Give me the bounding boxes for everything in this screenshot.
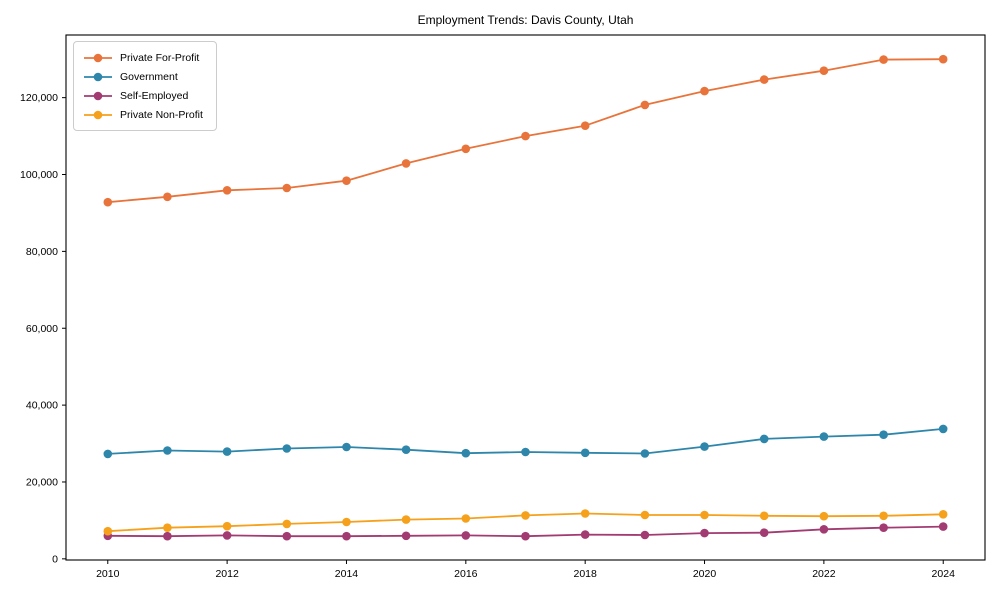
legend-label: Government (120, 70, 178, 83)
data-point-self-employed-2024 (938, 522, 948, 531)
legend-marker-icon (84, 53, 112, 62)
data-point-government-2024 (938, 424, 948, 434)
data-point-self-employed-2020 (700, 528, 709, 538)
data-point-private-for-profit-2021 (759, 75, 769, 84)
data-point-government-2019 (640, 449, 650, 458)
data-point-private-for-profit-2010 (103, 197, 113, 207)
data-point-private-for-profit-2011 (163, 192, 172, 202)
data-point-self-employed-2019 (640, 530, 650, 540)
data-point-self-employed-2021 (759, 528, 769, 537)
y-tick-label: 120,000 (20, 92, 58, 104)
y-tick-label: 80,000 (26, 246, 58, 258)
data-point-private-non-profit-2016 (461, 514, 471, 523)
data-point-private-non-profit-2022 (819, 511, 829, 521)
data-point-private-for-profit-2017 (521, 131, 530, 141)
data-point-private-for-profit-2023 (879, 55, 888, 64)
data-point-government-2017 (521, 447, 530, 457)
legend-item-private-for-profit: Private For-Profit (83, 48, 207, 67)
data-point-government-2018 (580, 448, 590, 458)
data-point-self-employed-2022 (819, 525, 829, 534)
legend-item-government: Government (83, 67, 207, 86)
x-tick-label: 2020 (693, 568, 717, 580)
data-point-government-2015 (401, 445, 411, 455)
y-tick-label: 40,000 (26, 400, 58, 412)
data-point-government-2023 (879, 430, 888, 440)
x-tick-label: 2010 (96, 568, 120, 580)
x-tick-label: 2016 (454, 568, 478, 580)
data-point-private-non-profit-2010 (103, 526, 113, 536)
y-tick-label: 0 (52, 553, 58, 565)
legend-label: Private Non-Profit (120, 108, 203, 121)
data-point-private-for-profit-2022 (819, 66, 829, 75)
data-point-self-employed-2013 (282, 531, 292, 541)
legend-marker-icon (84, 110, 112, 119)
data-point-private-non-profit-2020 (700, 510, 709, 520)
data-point-government-2011 (163, 446, 172, 455)
data-point-government-2021 (759, 434, 769, 444)
data-point-private-non-profit-2015 (401, 515, 411, 524)
data-point-private-non-profit-2018 (580, 509, 590, 518)
data-point-private-non-profit-2021 (759, 511, 769, 521)
data-point-government-2013 (282, 444, 292, 453)
legend-marker-icon (84, 91, 112, 100)
data-point-private-for-profit-2014 (342, 176, 351, 185)
data-point-self-employed-2015 (401, 531, 411, 541)
legend-item-private-non-profit: Private Non-Profit (83, 105, 207, 124)
data-point-self-employed-2014 (342, 531, 351, 541)
legend-label: Self-Employed (120, 89, 189, 102)
data-point-self-employed-2017 (521, 531, 530, 541)
plot-frame (65, 34, 986, 561)
data-point-private-for-profit-2013 (282, 183, 292, 193)
legend-marker-icon (84, 72, 112, 81)
data-point-private-for-profit-2024 (938, 54, 948, 64)
legend-label: Private For-Profit (120, 51, 200, 64)
data-point-private-non-profit-2014 (342, 517, 351, 527)
data-point-private-non-profit-2023 (879, 511, 888, 521)
chart-title: Employment Trends: Davis County, Utah (417, 13, 634, 27)
legend-item-self-employed: Self-Employed (83, 86, 207, 105)
data-point-private-for-profit-2018 (580, 121, 590, 130)
data-point-private-for-profit-2012 (222, 186, 232, 195)
series-line-private-for-profit (106, 58, 945, 204)
x-tick-label: 2024 (932, 568, 956, 580)
y-tick-label: 60,000 (26, 323, 58, 335)
data-point-private-non-profit-2024 (938, 510, 948, 519)
data-point-private-for-profit-2016 (461, 144, 471, 154)
data-point-private-non-profit-2017 (521, 511, 530, 520)
data-point-government-2012 (222, 447, 232, 456)
x-tick-label: 2014 (335, 568, 359, 580)
data-point-government-2014 (342, 442, 351, 452)
y-tick-label: 100,000 (20, 169, 58, 181)
data-point-private-non-profit-2019 (640, 510, 650, 520)
data-point-self-employed-2012 (222, 531, 232, 540)
data-point-self-employed-2016 (461, 531, 471, 540)
data-point-private-non-profit-2012 (222, 521, 232, 531)
data-point-private-non-profit-2011 (163, 523, 172, 532)
data-point-private-for-profit-2015 (401, 159, 411, 168)
legend: Private For-Profit Government Self-Employe… (73, 41, 217, 131)
x-tick-label: 2022 (812, 568, 836, 580)
data-point-private-non-profit-2013 (282, 519, 292, 529)
data-point-self-employed-2011 (163, 531, 172, 541)
data-point-government-2010 (103, 449, 113, 459)
data-point-government-2020 (700, 442, 709, 451)
x-tick-label: 2012 (215, 568, 239, 580)
data-point-government-2016 (461, 448, 471, 458)
data-point-private-for-profit-2019 (640, 100, 650, 110)
data-point-government-2022 (819, 432, 829, 441)
data-point-self-employed-2018 (580, 530, 590, 539)
data-point-self-employed-2023 (879, 523, 888, 532)
y-tick-label: 20,000 (26, 477, 58, 489)
x-tick-label: 2018 (573, 568, 597, 580)
data-point-private-for-profit-2020 (700, 86, 709, 96)
